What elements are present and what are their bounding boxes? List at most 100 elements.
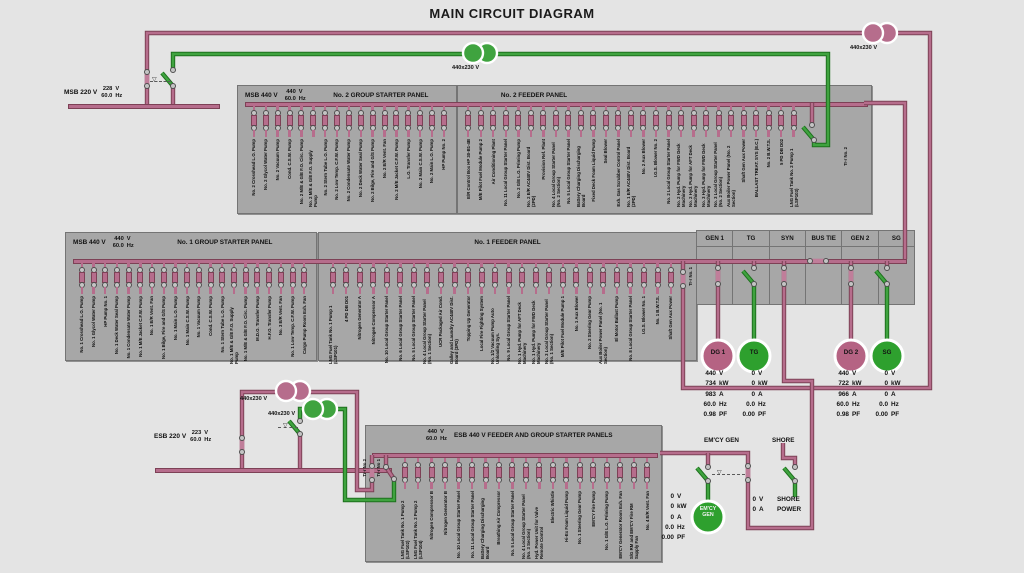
feeder-breaker[interactable]: [536, 458, 543, 489]
feeder-breaker[interactable]: [277, 263, 284, 294]
feeder-breaker[interactable]: [469, 458, 476, 489]
esb220-main-breaker[interactable]: [239, 435, 245, 455]
feeder-breaker[interactable]: [90, 263, 97, 294]
feeder-breaker[interactable]: [113, 263, 120, 294]
feeder-breaker[interactable]: [401, 458, 408, 489]
feeder-breaker[interactable]: [559, 263, 566, 294]
feeder-breaker[interactable]: [289, 263, 296, 294]
feeder-breaker[interactable]: [172, 263, 179, 294]
feeder-breaker[interactable]: [410, 263, 417, 294]
feeder-breaker[interactable]: [417, 106, 424, 137]
feeder-breaker[interactable]: [102, 263, 109, 294]
feeder-breaker[interactable]: [668, 263, 675, 294]
feeder-breaker[interactable]: [254, 263, 261, 294]
feeder-breaker[interactable]: [381, 106, 388, 137]
msb220-standby-switch-arm[interactable]: [160, 71, 175, 88]
feeder-breaker[interactable]: [397, 263, 404, 294]
feeder-breaker[interactable]: [540, 106, 547, 137]
feeder-breaker[interactable]: [527, 106, 534, 137]
feeder-breaker[interactable]: [451, 263, 458, 294]
feeder-breaker[interactable]: [195, 263, 202, 294]
feeder-breaker[interactable]: [640, 106, 647, 137]
feeder-breaker[interactable]: [207, 263, 214, 294]
feeder-breaker[interactable]: [442, 458, 449, 489]
feeder-breaker[interactable]: [357, 106, 364, 137]
feeder-breaker[interactable]: [728, 106, 735, 137]
feeder-breaker[interactable]: [627, 263, 634, 294]
feeder-breaker[interactable]: [490, 106, 497, 137]
feeder-breaker[interactable]: [405, 106, 412, 137]
feeder-breaker[interactable]: [576, 458, 583, 489]
feeder-breaker[interactable]: [455, 458, 462, 489]
feeder-breaker[interactable]: [266, 263, 273, 294]
sg-generator-icon[interactable]: [869, 338, 905, 374]
feeder-breaker[interactable]: [613, 263, 620, 294]
feeder-breaker[interactable]: [465, 106, 472, 137]
feeder-breaker[interactable]: [160, 263, 167, 294]
feeder-breaker[interactable]: [356, 263, 363, 294]
shore-breaker-arm[interactable]: [782, 466, 797, 483]
feeder-breaker[interactable]: [509, 458, 516, 489]
feeder-breaker[interactable]: [577, 106, 584, 137]
feeder-breaker[interactable]: [301, 263, 308, 294]
feeder-breaker[interactable]: [630, 458, 637, 489]
feeder-breaker[interactable]: [654, 263, 661, 294]
feeder-breaker[interactable]: [615, 106, 622, 137]
feeder-breaker[interactable]: [219, 263, 226, 294]
feeder-breaker[interactable]: [230, 263, 237, 294]
feeder-breaker[interactable]: [322, 106, 329, 137]
feeder-breaker[interactable]: [298, 106, 305, 137]
feeder-breaker[interactable]: [703, 106, 710, 137]
feeder-breaker[interactable]: [482, 458, 489, 489]
feeder-breaker[interactable]: [790, 106, 797, 137]
feeder-breaker[interactable]: [477, 106, 484, 137]
feeder-breaker[interactable]: [690, 106, 697, 137]
feeder-breaker[interactable]: [515, 106, 522, 137]
feeder-breaker[interactable]: [573, 263, 580, 294]
feeder-breaker[interactable]: [505, 263, 512, 294]
dg1-generator-icon[interactable]: [700, 338, 736, 374]
tg-generator-icon[interactable]: [736, 338, 772, 374]
feeder-breaker[interactable]: [369, 106, 376, 137]
feeder-breaker[interactable]: [778, 106, 785, 137]
feeder-breaker[interactable]: [600, 263, 607, 294]
feeder-breaker[interactable]: [334, 106, 341, 137]
feeder-breaker[interactable]: [242, 263, 249, 294]
feeder-breaker[interactable]: [603, 458, 610, 489]
feeder-breaker[interactable]: [640, 263, 647, 294]
feeder-breaker[interactable]: [546, 263, 553, 294]
emcy-feed-breaker[interactable]: [745, 463, 751, 483]
feeder-breaker[interactable]: [415, 458, 422, 489]
feeder-breaker[interactable]: [627, 106, 634, 137]
feeder-breaker[interactable]: [519, 263, 526, 294]
feeder-breaker[interactable]: [652, 106, 659, 137]
feeder-breaker[interactable]: [274, 106, 281, 137]
feeder-breaker[interactable]: [125, 263, 132, 294]
feeder-breaker[interactable]: [563, 458, 570, 489]
feeder-breaker[interactable]: [465, 263, 472, 294]
feeder-breaker[interactable]: [715, 106, 722, 137]
feeder-breaker[interactable]: [644, 458, 651, 489]
feeder-breaker[interactable]: [532, 263, 539, 294]
feeder-breaker[interactable]: [478, 263, 485, 294]
feeder-breaker[interactable]: [428, 458, 435, 489]
feeder-breaker[interactable]: [440, 106, 447, 137]
dg2-generator-icon[interactable]: [833, 338, 869, 374]
feeder-breaker[interactable]: [250, 106, 257, 137]
feeder-breaker[interactable]: [549, 458, 556, 489]
feeder-breaker[interactable]: [78, 263, 85, 294]
feeder-breaker[interactable]: [429, 106, 436, 137]
feeder-breaker[interactable]: [424, 263, 431, 294]
msb220-main-breaker[interactable]: [144, 69, 150, 89]
feeder-breaker[interactable]: [286, 106, 293, 137]
feeder-breaker[interactable]: [184, 263, 191, 294]
feeder-breaker[interactable]: [590, 458, 597, 489]
feeder-breaker[interactable]: [492, 263, 499, 294]
feeder-breaker[interactable]: [496, 458, 503, 489]
feeder-breaker[interactable]: [393, 106, 400, 137]
feeder-breaker[interactable]: [262, 106, 269, 137]
feeder-breaker[interactable]: [617, 458, 624, 489]
feeder-breaker[interactable]: [552, 106, 559, 137]
feeder-breaker[interactable]: [665, 106, 672, 137]
feeder-breaker[interactable]: [370, 263, 377, 294]
